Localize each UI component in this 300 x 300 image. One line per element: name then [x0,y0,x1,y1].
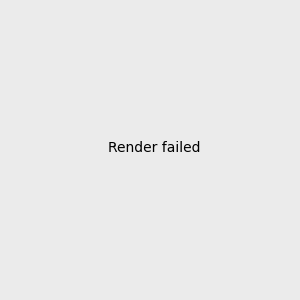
Text: Render failed: Render failed [107,140,200,154]
